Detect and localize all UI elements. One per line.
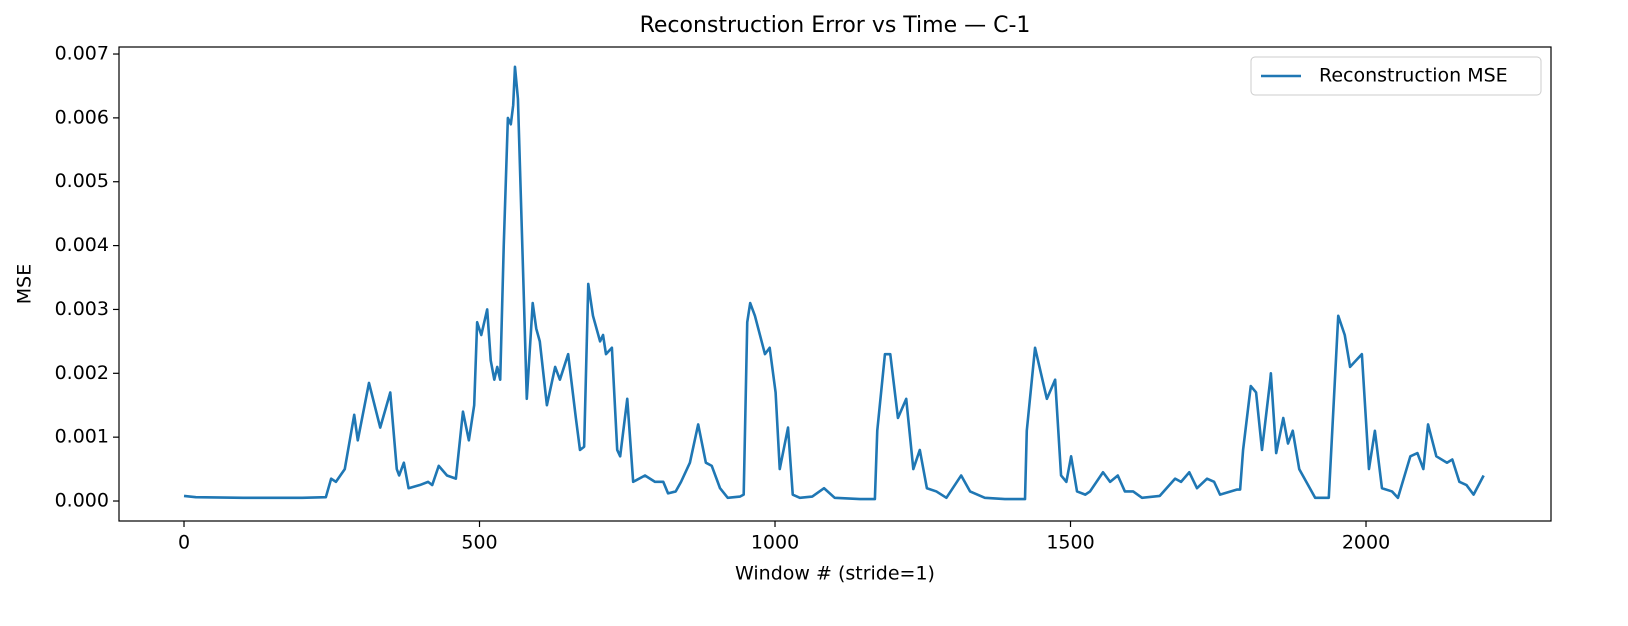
y-tick-label: 0.005 <box>55 170 109 192</box>
legend-label: Reconstruction MSE <box>1319 65 1508 87</box>
y-tick-label: 0.007 <box>55 43 109 65</box>
x-axis-label: Window # (stride=1) <box>735 563 935 585</box>
x-tick-label: 500 <box>461 532 497 554</box>
chart-title: Reconstruction Error vs Time — C-1 <box>640 13 1031 38</box>
y-tick-label: 0.003 <box>55 298 109 320</box>
y-tick-label: 0.000 <box>55 490 109 512</box>
data-line <box>183 65 1485 501</box>
plot-frame <box>118 46 1552 522</box>
y-tick-label: 0.002 <box>55 362 109 384</box>
x-tick-label: 1500 <box>1046 532 1094 554</box>
x-tick-label: 1000 <box>751 532 799 554</box>
legend-box <box>1250 56 1542 96</box>
y-tick-label: 0.006 <box>55 106 109 128</box>
y-axis-label: MSE <box>14 264 36 304</box>
x-tick-label: 2000 <box>1342 532 1390 554</box>
y-tick-label: 0.001 <box>55 426 109 448</box>
x-tick-label: 0 <box>178 532 190 554</box>
y-tick-label: 0.004 <box>55 234 109 256</box>
